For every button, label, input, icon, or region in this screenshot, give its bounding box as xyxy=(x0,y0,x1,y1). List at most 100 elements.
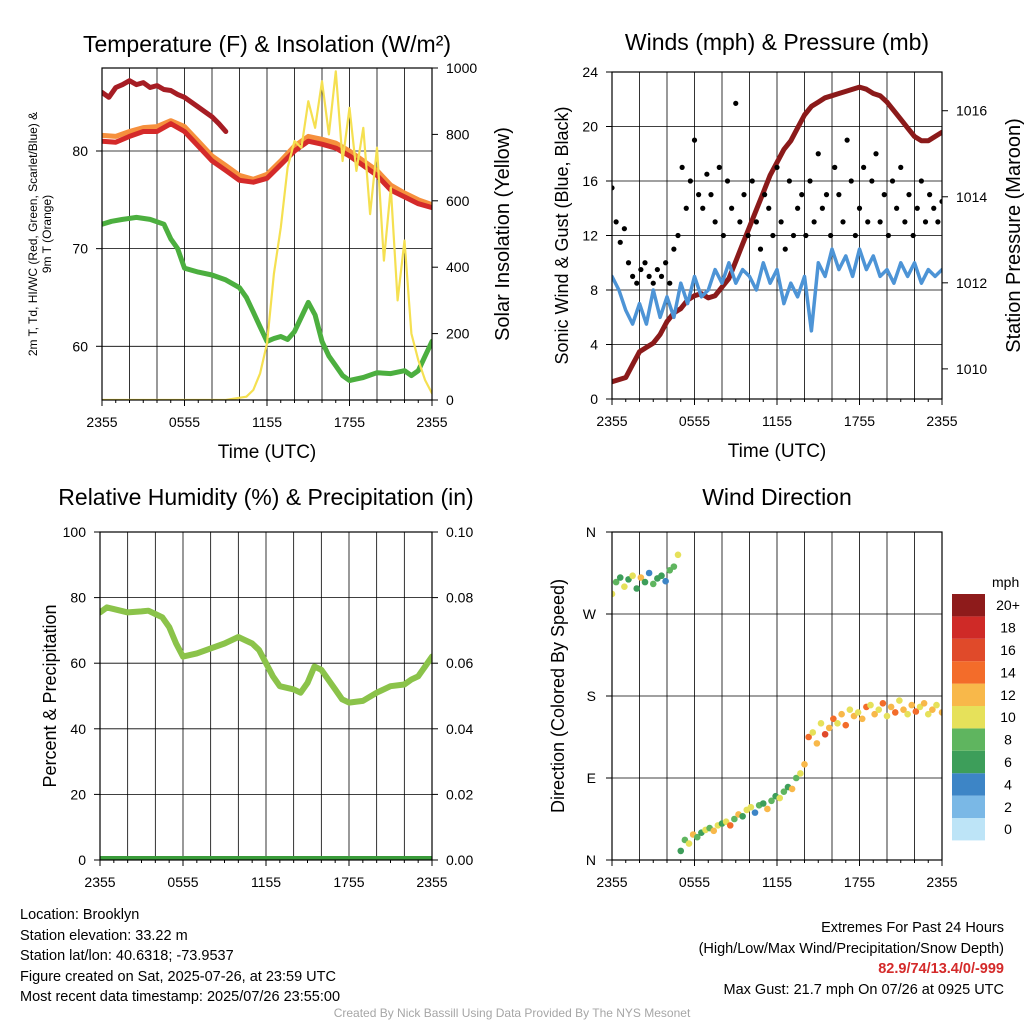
x-tick-label: 0555 xyxy=(169,414,200,430)
gust-point xyxy=(927,192,933,198)
y-right-tick-label: 0.06 xyxy=(446,655,473,671)
direction-point xyxy=(858,715,866,723)
gust-point xyxy=(885,232,891,239)
created-text: Figure created on Sat, 2025-07-26, at 23… xyxy=(20,968,336,985)
gust-point xyxy=(881,192,887,198)
legend-label: 2 xyxy=(1004,799,1012,815)
direction-point xyxy=(645,569,653,577)
gust-point xyxy=(646,273,652,279)
y-axis-label: Sonic Wind & Gust (Blue, Black) xyxy=(552,106,572,364)
direction-point xyxy=(739,812,746,820)
direction-point xyxy=(685,840,693,847)
y-tick-label: 0 xyxy=(78,852,86,868)
direction-point xyxy=(658,572,665,580)
gust-point xyxy=(922,219,929,225)
x-tick-label: 2355 xyxy=(416,414,447,430)
y-axis-label-line-2: 9m T (Orange) xyxy=(40,195,54,273)
direction-point xyxy=(726,822,734,829)
gust-point xyxy=(898,164,904,170)
x-tick-label: 2355 xyxy=(596,413,627,429)
direction-point xyxy=(670,563,678,570)
y-tick-label: 12 xyxy=(582,228,598,244)
direction-point xyxy=(912,708,920,715)
direction-point xyxy=(747,803,755,811)
direction-point xyxy=(896,697,903,704)
gust-point xyxy=(617,239,623,245)
gust-point xyxy=(902,219,908,225)
x-tick-label: 2355 xyxy=(86,414,117,430)
t9m-line xyxy=(102,118,432,208)
direction-point xyxy=(768,797,775,805)
y-right-tick-label: 1016 xyxy=(956,103,987,119)
direction-point xyxy=(677,847,685,855)
gust-point xyxy=(749,178,755,184)
gust-point xyxy=(745,232,751,239)
y-tick-label: 24 xyxy=(582,64,598,80)
gust-point xyxy=(612,185,615,191)
x-axis-label: Time (UTC) xyxy=(728,441,827,462)
y-tick-label: 60 xyxy=(72,338,88,354)
gust-point xyxy=(737,219,743,225)
gust-point xyxy=(861,164,867,170)
y-axis-label: Direction (Colored By Speed) xyxy=(548,579,568,813)
gust-point xyxy=(679,164,685,170)
station-info: Location: Brooklyn Station elevation: 33… xyxy=(20,905,340,1008)
rh-line xyxy=(100,604,432,706)
x-tick-label: 0555 xyxy=(167,874,198,890)
chart-title: Temperature (F) & Insolation (W/m²) xyxy=(83,31,451,57)
y-tick-label: 80 xyxy=(70,590,86,606)
credit-text: Created By Nick Bassill Using Data Provi… xyxy=(333,1006,691,1020)
legend-label: 10 xyxy=(1000,709,1016,725)
chart-title: Winds (mph) & Pressure (mb) xyxy=(625,29,929,55)
direction-point xyxy=(792,774,800,782)
y-tick-label: N xyxy=(586,852,596,868)
x-tick-label: 1755 xyxy=(844,413,875,429)
gust-point xyxy=(753,219,759,225)
legend-label: 14 xyxy=(1000,664,1016,680)
direction-point xyxy=(879,699,887,707)
legend-swatch xyxy=(952,661,985,684)
x-tick-label: 0555 xyxy=(679,413,710,429)
direction-point xyxy=(938,709,942,716)
legend-label: 0 xyxy=(1004,821,1012,837)
direction-point xyxy=(801,761,808,768)
plot-frame xyxy=(99,531,433,861)
plot-frame xyxy=(611,71,943,400)
gust-point xyxy=(716,164,722,170)
gust-point xyxy=(877,219,883,225)
direction-point xyxy=(637,574,645,581)
x-axis-label: Time (UTC) xyxy=(218,442,317,463)
direction-point xyxy=(641,578,649,586)
x-tick-label: 1755 xyxy=(334,414,365,430)
gust-point xyxy=(634,280,640,286)
gust-point xyxy=(650,280,656,286)
gust-point xyxy=(621,226,627,232)
direction-point xyxy=(788,785,796,793)
direction-point xyxy=(662,577,669,585)
gust-point xyxy=(762,192,768,198)
direction-point xyxy=(871,710,878,718)
y-tick-label: N xyxy=(586,524,596,540)
gust-point xyxy=(836,192,842,198)
gust-point xyxy=(667,280,673,286)
recent-data-text: Most recent data timestamp: 2025/07/26 2… xyxy=(20,989,341,1005)
y-right-tick-label: 400 xyxy=(446,259,470,275)
legend-label: 12 xyxy=(1000,687,1016,703)
gust-point xyxy=(786,178,792,184)
direction-point xyxy=(933,701,940,709)
y-right-tick-label: 0.10 xyxy=(446,524,473,540)
y-right-tick-label: 1012 xyxy=(956,275,987,291)
gust-point xyxy=(704,171,710,177)
y-tick-label: 0 xyxy=(590,391,598,407)
gust-point xyxy=(671,246,677,252)
direction-point xyxy=(920,699,928,707)
gust-point xyxy=(848,178,854,184)
y-right-tick-label: 0.02 xyxy=(446,786,473,802)
gust-point xyxy=(741,192,747,198)
location-text: Location: Brooklyn xyxy=(20,907,140,923)
direction-point xyxy=(759,800,767,807)
gust-point xyxy=(774,164,780,170)
gust-point xyxy=(865,219,871,225)
extremes-heading: Extremes For Past 24 Hours xyxy=(821,920,1004,936)
